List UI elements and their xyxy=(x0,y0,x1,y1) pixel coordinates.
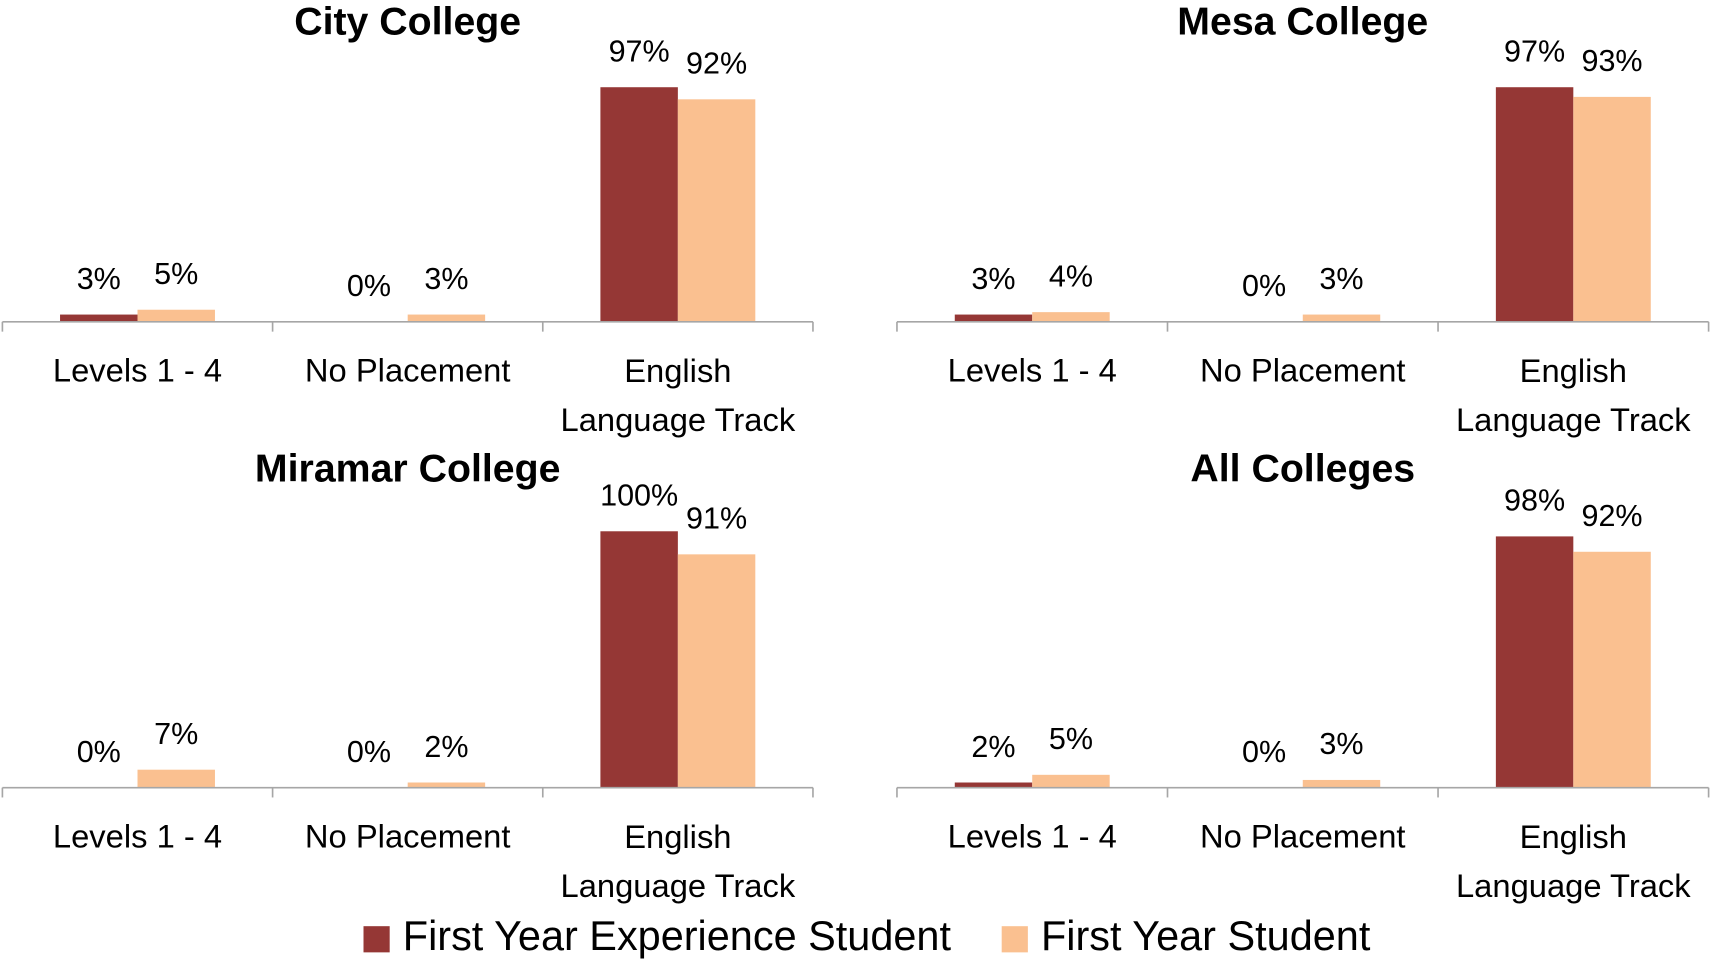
bar xyxy=(600,531,678,788)
value-label: 0% xyxy=(347,269,391,303)
chart-panel: All Colleges 2% 5% Levels 1 - 4 0% 3% No Place… xyxy=(896,447,1710,904)
value-label: 5% xyxy=(154,257,198,291)
value-label: 4% xyxy=(1049,259,1093,293)
bar xyxy=(407,314,486,322)
bar xyxy=(60,314,138,322)
x-tick-label: English Language Track xyxy=(561,818,796,904)
bar xyxy=(137,309,215,322)
legend: First Year Experience Student First Year … xyxy=(363,912,1371,959)
bar xyxy=(1302,314,1381,322)
bar xyxy=(1495,87,1574,322)
x-tick-label: English Language Track xyxy=(1456,818,1691,904)
value-label: 2% xyxy=(424,730,468,764)
chart-panel: Mesa College 3% 4% Levels 1 - 4 0% 3% No Place… xyxy=(896,0,1710,438)
bar xyxy=(1032,312,1110,322)
value-label: 3% xyxy=(1319,262,1363,296)
chart-panel: City College 3% 5% Levels 1 - 4 0% 3% No Place… xyxy=(1,0,814,438)
value-label: 7% xyxy=(154,717,198,751)
label-line: English xyxy=(1520,818,1627,855)
x-tick-label: No Placement xyxy=(305,352,510,389)
label-line: Language Track xyxy=(1456,401,1691,438)
value-label: 91% xyxy=(686,502,747,536)
label-line: Language Track xyxy=(1456,867,1691,904)
value-label: 97% xyxy=(609,34,670,68)
bar xyxy=(677,554,756,788)
bar xyxy=(1495,536,1574,788)
bar xyxy=(954,314,1033,322)
value-label: 92% xyxy=(1581,499,1642,533)
value-label: 0% xyxy=(1242,735,1286,769)
x-tick-label: Levels 1 - 4 xyxy=(948,352,1117,389)
value-label: 92% xyxy=(686,47,747,81)
bar xyxy=(407,782,486,788)
value-label: 0% xyxy=(1242,269,1286,303)
value-label: 5% xyxy=(1049,722,1093,756)
legend-label: First Year Student xyxy=(1041,912,1371,959)
x-tick-label: Levels 1 - 4 xyxy=(53,352,222,389)
legend-swatch xyxy=(1001,926,1028,953)
x-tick-label: Levels 1 - 4 xyxy=(948,818,1117,855)
label-line: English xyxy=(624,818,731,855)
label-line: Language Track xyxy=(561,867,796,904)
value-label: 100% xyxy=(600,479,678,513)
bar xyxy=(1573,96,1651,322)
x-tick-label: Levels 1 - 4 xyxy=(53,818,222,855)
label-line: English xyxy=(1520,352,1627,389)
value-label: 2% xyxy=(971,730,1015,764)
bar xyxy=(954,782,1033,788)
legend-label: First Year Experience Student xyxy=(403,912,952,959)
x-tick-label: No Placement xyxy=(1200,818,1406,855)
bar xyxy=(1573,551,1651,788)
chart-title: All Colleges xyxy=(1190,447,1415,491)
x-tick-label: No Placement xyxy=(305,818,510,855)
value-label: 0% xyxy=(347,735,391,769)
label-line: English xyxy=(624,352,731,389)
chart-title: Mesa College xyxy=(1177,0,1428,43)
value-label: 97% xyxy=(1504,34,1565,68)
label-line: Language Track xyxy=(561,401,796,438)
value-label: 3% xyxy=(77,262,121,296)
bar xyxy=(1032,774,1110,788)
chart-panel: Miramar College 0% 7% Levels 1 - 4 0% 2% No Pl… xyxy=(1,447,814,904)
bar xyxy=(1302,779,1381,788)
bar xyxy=(677,99,756,322)
x-tick-label: No Placement xyxy=(1200,352,1406,389)
x-tick-label: English Language Track xyxy=(561,352,796,438)
value-label: 93% xyxy=(1581,44,1642,78)
chart-title: Miramar College xyxy=(255,447,561,491)
x-tick-label: English Language Track xyxy=(1456,352,1691,438)
bar xyxy=(137,769,215,788)
value-label: 0% xyxy=(77,735,121,769)
chart-title: City College xyxy=(294,0,521,43)
legend-swatch xyxy=(363,926,390,953)
value-label: 98% xyxy=(1504,484,1565,518)
bar xyxy=(600,87,678,322)
value-label: 3% xyxy=(424,262,468,296)
value-label: 3% xyxy=(1319,727,1363,761)
value-label: 3% xyxy=(971,262,1015,296)
